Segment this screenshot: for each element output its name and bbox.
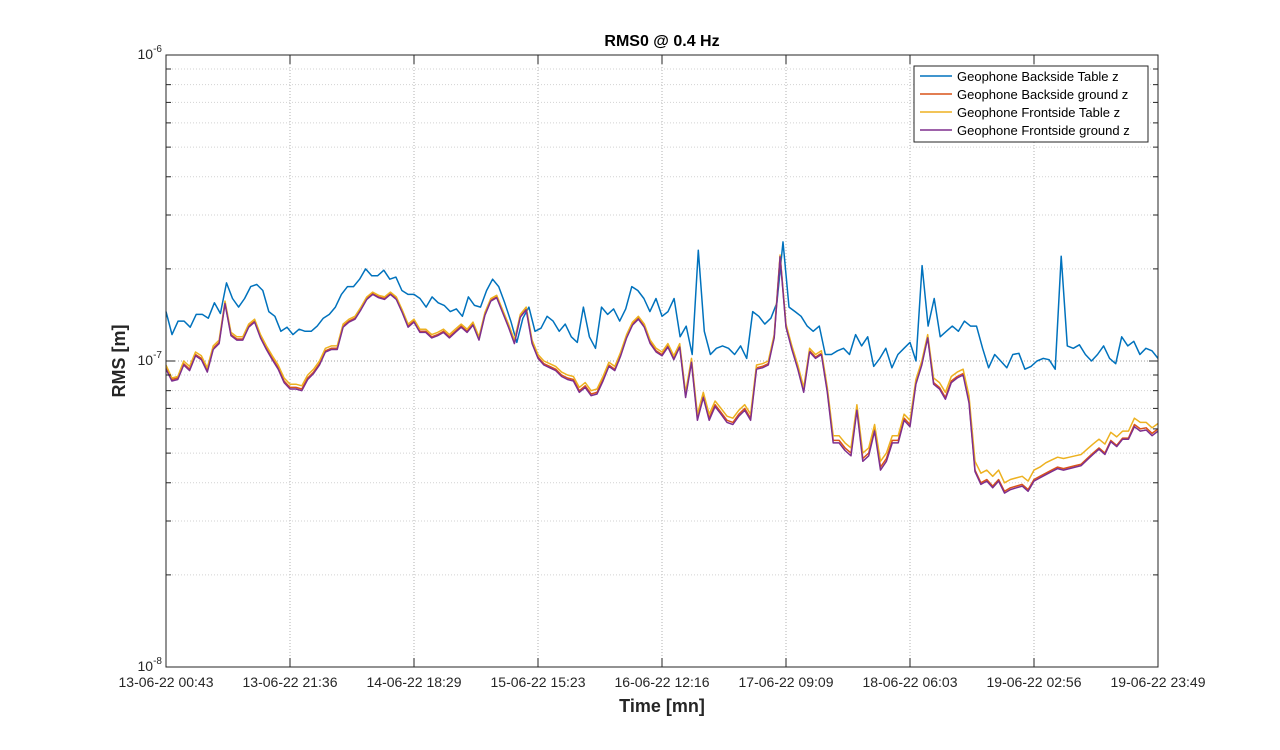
x-tick-label: 16-06-22 12:16	[615, 674, 710, 690]
series-lines	[165, 241, 1159, 494]
axis-ticks	[165, 55, 1159, 668]
series-line-0	[165, 241, 1159, 370]
legend-box	[913, 65, 1149, 143]
x-axis-label: Time [mn]	[619, 696, 705, 716]
x-tick-label: 13-06-22 21:36	[243, 674, 338, 690]
y-axis-label: RMS [m]	[109, 325, 129, 398]
series-line-2	[165, 254, 1159, 484]
legend-label-frontside-ground: Geophone Frontside ground z	[957, 123, 1130, 138]
legend-label-backside-ground: Geophone Backside ground z	[957, 87, 1128, 102]
chart-title: RMS0 @ 0.4 Hz	[604, 33, 719, 50]
y-tick-labels: 10-8 10-7 10-6	[138, 44, 163, 674]
y-tick-label: 10-6	[138, 44, 163, 62]
x-tick-label: 15-06-22 15:23	[491, 674, 586, 690]
x-tick-label: 14-06-22 18:29	[367, 674, 462, 690]
x-tick-label: 19-06-22 23:49	[1111, 674, 1206, 690]
legend-label-backside-table: Geophone Backside Table z	[957, 69, 1119, 84]
x-tick-label: 17-06-22 09:09	[739, 674, 834, 690]
y-tick-label: 10-7	[138, 350, 163, 368]
x-tick-label: 18-06-22 06:03	[863, 674, 958, 690]
grid-lines	[166, 55, 1158, 667]
x-tick-label: 13-06-22 00:43	[119, 674, 214, 690]
x-tick-label: 19-06-22 02:56	[987, 674, 1082, 690]
series-line-3	[165, 256, 1159, 494]
y-tick-label: 10-8	[138, 656, 163, 674]
legend: Geophone Backside Table z Geophone Backs…	[913, 65, 1149, 143]
legend-label-frontside-table: Geophone Frontside Table z	[957, 105, 1120, 120]
x-tick-labels: 13-06-22 00:43 13-06-22 21:36 14-06-22 18:…	[119, 674, 1206, 690]
